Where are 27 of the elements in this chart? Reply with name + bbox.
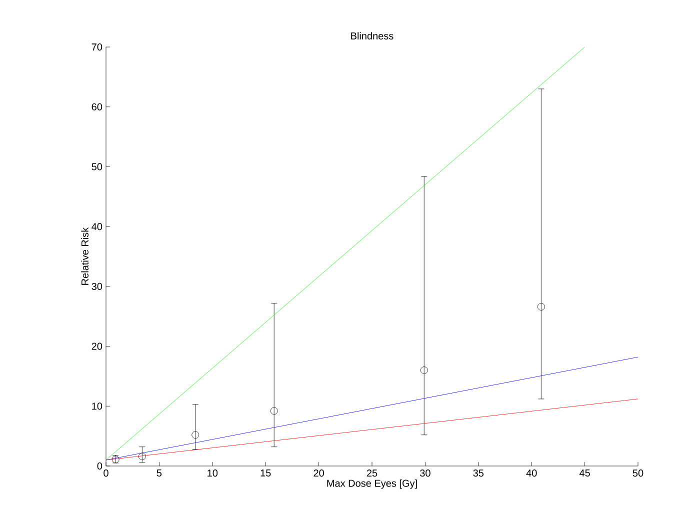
x-tick-label: 25 [366,470,378,477]
x-tick-label: 45 [579,470,590,477]
y-tick-label: 20 [92,342,102,350]
point [192,431,200,439]
y-tick-label: 50 [92,163,102,170]
point [270,407,278,415]
x-axis-title: Max Dose Eyes [Gy] [327,479,417,489]
x-tick-label: 30 [420,470,430,477]
x-tick-label: 10 [208,470,218,477]
y-axis-title: Relative Risk [81,227,88,285]
y-tick-label: 0 [97,462,102,470]
y-tick-label: 60 [92,103,102,110]
x-tick-label: 5 [156,470,162,477]
chart-title: Blindness [351,32,394,40]
point [537,303,545,310]
x-tick-label: 35 [473,470,484,477]
x-tick-label: 40 [526,470,537,477]
y-tick-label: 40 [92,223,102,230]
y-tick-label: 10 [92,402,102,410]
x-tick-label: 20 [314,470,324,477]
x-tick-label: 0 [104,470,108,477]
point [138,452,146,460]
x-tick-label: 15 [260,470,271,477]
y-tick-label: 70 [92,43,102,51]
x-tick-label: 50 [632,470,644,477]
y-tick-label: 30 [92,282,102,290]
point [420,366,428,374]
